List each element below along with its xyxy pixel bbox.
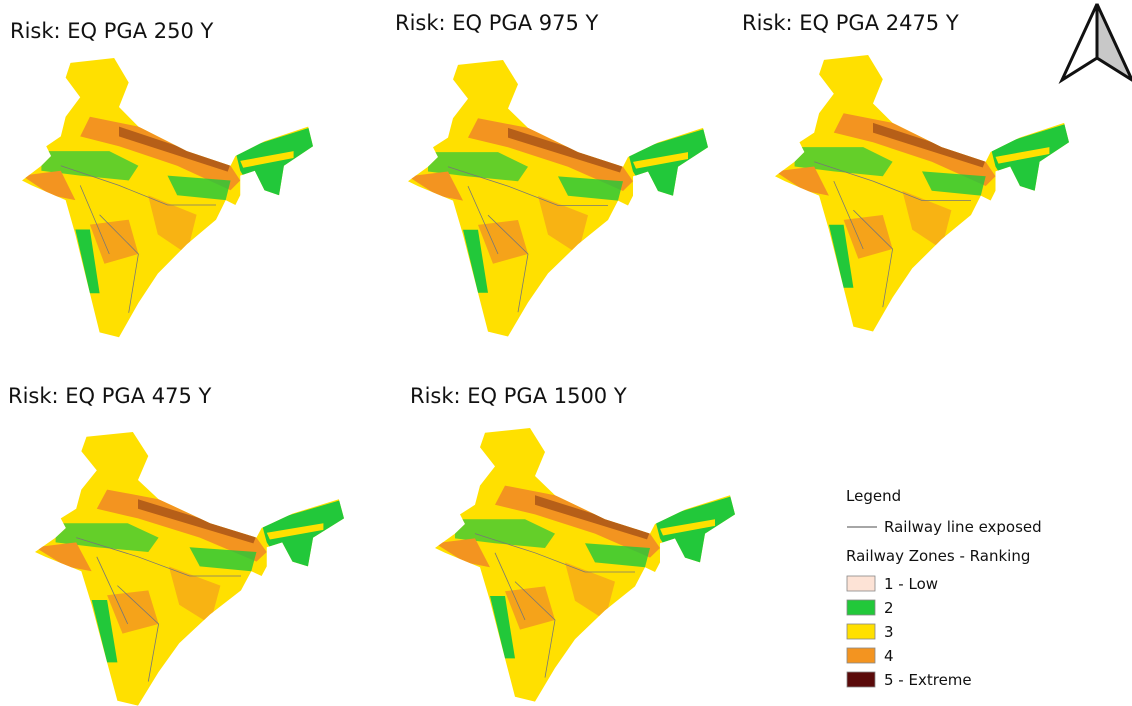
panel-title: Risk: EQ PGA 2475 Y [742,11,959,35]
legend-swatch [847,600,875,615]
legend-swatch [847,648,875,663]
north-arrow [1062,4,1132,80]
legend-subtitle: Railway Zones - Ranking [846,547,1030,565]
map [22,58,313,337]
map [408,60,708,336]
legend: Legend Railway line exposed Railway Zone… [846,487,1042,689]
legend-label: 1 - Low [884,575,938,593]
map [35,432,344,706]
map [435,428,735,702]
panel-title: Risk: EQ PGA 250 Y [10,19,213,43]
legend-label: 2 [884,599,894,617]
figure: Risk: EQ PGA 250 Y Risk: EQ PGA 975 Y Ri… [0,0,1132,706]
panel-title: Risk: EQ PGA 1500 Y [410,384,627,408]
legend-label: 3 [884,623,894,641]
legend-swatch [847,576,875,591]
panel-title: Risk: EQ PGA 475 Y [8,384,211,408]
panel-title: Risk: EQ PGA 975 Y [395,11,598,35]
legend-label: Railway line exposed [884,518,1042,536]
legend-swatch [847,672,875,687]
legend-title: Legend [846,487,901,505]
map [775,55,1069,331]
legend-swatch [847,624,875,639]
legend-label: 4 [884,647,894,665]
legend-label: 5 - Extreme [884,671,972,689]
